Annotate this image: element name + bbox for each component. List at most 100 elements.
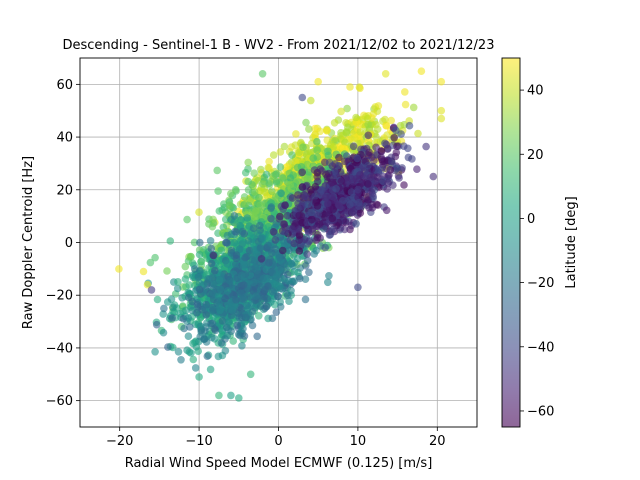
scatter-point xyxy=(232,251,241,259)
scatter-point xyxy=(364,161,372,170)
scatter-point xyxy=(414,129,422,138)
scatter-point xyxy=(187,252,195,261)
scatter-point xyxy=(257,254,266,263)
scatter-point xyxy=(276,163,285,171)
scatter-point xyxy=(372,120,380,129)
scatter-point xyxy=(265,157,273,166)
scatter-point xyxy=(208,319,217,328)
scatter-point xyxy=(242,312,251,321)
scatter-point xyxy=(240,295,248,304)
scatter-point xyxy=(269,228,278,236)
scatter-point xyxy=(211,266,219,275)
scatter-point xyxy=(437,106,446,115)
scatter-point xyxy=(248,321,257,330)
scatter-point xyxy=(277,195,286,203)
scatter-point xyxy=(382,206,391,215)
scatter-point xyxy=(280,220,289,228)
scatter-point xyxy=(268,314,277,323)
scatter-point xyxy=(251,263,260,271)
scatter-point xyxy=(437,114,446,123)
scatter-point xyxy=(200,335,208,343)
scatter-point xyxy=(286,180,295,189)
scatter-point xyxy=(281,201,289,209)
scatter-point xyxy=(349,142,358,151)
scatter-point xyxy=(364,131,373,140)
scatter-point xyxy=(316,165,325,173)
scatter-point xyxy=(294,204,302,212)
colorbar-label: Latitude [deg] xyxy=(564,196,579,288)
scatter-point xyxy=(404,153,413,162)
scatter-point xyxy=(335,201,343,210)
scatter-point xyxy=(401,88,409,96)
scatter-point xyxy=(217,339,226,347)
scatter-point xyxy=(223,260,232,268)
colorbar-tick-label: −20 xyxy=(527,276,554,291)
scatter-point xyxy=(164,343,172,351)
scatter-point xyxy=(203,352,212,361)
x-tick-label: −10 xyxy=(185,434,212,449)
scatter-point xyxy=(278,246,287,255)
scatter-point xyxy=(222,238,230,247)
scatter-point xyxy=(237,271,246,280)
scatter-point xyxy=(185,281,194,289)
scatter-point xyxy=(395,174,403,182)
y-axis-ticks: −60 −40 −20 0 20 40 60 xyxy=(46,78,80,409)
scatter-point xyxy=(401,100,410,109)
scatter-point xyxy=(301,295,310,304)
scatter-point xyxy=(173,284,182,293)
scatter-point xyxy=(343,104,351,113)
scatter-point xyxy=(364,120,372,129)
scatter-point xyxy=(429,172,438,181)
scatter-point xyxy=(413,165,421,173)
scatter-point xyxy=(307,186,315,194)
scatter-point xyxy=(256,201,264,210)
scatter-point xyxy=(115,265,123,273)
scatter-point xyxy=(342,128,351,137)
scatter-point xyxy=(268,187,276,196)
scatter-point xyxy=(295,225,303,234)
scatter-point xyxy=(298,93,307,102)
scatter-point xyxy=(334,161,343,170)
scatter-point xyxy=(163,267,171,275)
scatter-point xyxy=(167,295,176,304)
scatter-point xyxy=(377,147,386,155)
scatter-point xyxy=(288,151,296,159)
scatter-point xyxy=(250,213,258,221)
scatter-point xyxy=(249,278,258,287)
x-tick-label: 10 xyxy=(350,434,367,449)
scatter-point xyxy=(309,154,318,162)
scatter-point xyxy=(316,127,324,136)
scatter-point xyxy=(393,142,401,150)
scatter-point xyxy=(238,227,247,236)
scatter-point xyxy=(290,277,298,286)
scatter-point xyxy=(318,186,326,194)
scatter-point xyxy=(328,178,336,187)
scatter-point xyxy=(384,179,393,187)
scatter-point xyxy=(288,225,297,233)
scatter-point xyxy=(226,277,234,285)
scatter-point xyxy=(268,268,277,277)
scatter-point xyxy=(295,231,304,239)
scatter-point xyxy=(396,121,405,130)
scatter-point xyxy=(146,258,155,267)
scatter-point xyxy=(197,322,205,331)
scatter-point xyxy=(276,303,285,311)
scatter-point xyxy=(184,332,193,341)
scatter-point xyxy=(209,251,218,260)
scatter-point xyxy=(277,189,286,198)
scatter-point xyxy=(232,228,240,236)
scatter-point xyxy=(392,126,400,135)
y-tick-label: −40 xyxy=(46,341,73,356)
colorbar-ticks: −60 −40 −20 0 20 40 xyxy=(520,84,554,419)
scatter-point xyxy=(254,270,262,278)
scatter-point xyxy=(324,278,332,287)
scatter-point xyxy=(159,310,167,318)
scatter-point xyxy=(211,325,219,333)
scatter-point xyxy=(241,253,249,262)
colorbar-tick-label: 20 xyxy=(527,148,544,163)
scatter-point xyxy=(223,287,232,295)
scatter-point xyxy=(422,142,430,151)
scatter-point xyxy=(330,119,339,127)
scatter-point xyxy=(303,256,312,265)
scatter-point xyxy=(248,180,256,189)
